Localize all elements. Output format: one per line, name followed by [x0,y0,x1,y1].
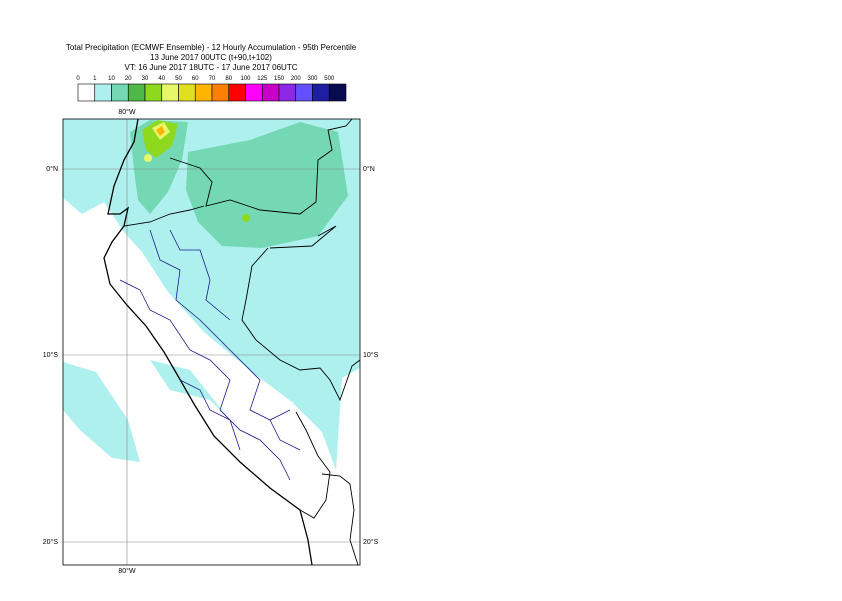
lat-label: 0°N [46,165,58,173]
border [123,205,361,402]
valid-time: VT: 16 June 2017 18UTC - 17 June 2017 06… [125,63,298,72]
lat-label: 0°N [363,165,375,173]
legend-label: 200 [291,76,302,82]
legend-label: 30 [142,76,149,82]
coastline [103,118,313,566]
legend-label: 40 [158,76,165,82]
legend: 0 1 10 20 30 40 50 60 70 80 100 125 150 200 300 500 [76,76,347,102]
legend-swatch [312,83,330,102]
lat-label: 10°S [43,351,59,359]
legend-label: 300 [307,76,318,82]
legend-swatch [278,83,297,102]
precip-area [130,120,188,214]
legend-label: 1 [93,76,97,82]
admin-border [119,229,301,481]
legend-swatch [211,83,230,102]
precip-area [242,214,250,222]
legend-swatch [245,83,263,102]
legend-swatch [261,83,280,102]
precip-area [186,122,348,248]
lon-label: 80°W [118,567,136,575]
legend-label: 80 [225,76,232,82]
legend-label: 0 [76,76,80,82]
precip-area [144,154,152,162]
legend-label: 100 [240,76,251,82]
border [295,411,359,566]
legend-label: 60 [192,76,199,82]
legend-swatch [228,83,246,102]
map-frame [62,118,361,566]
legend-swatch [127,83,146,102]
legend-label: 125 [257,76,268,82]
legend-label: 150 [274,76,285,82]
map: 80°W 80°W 0°N 0°N 10°S 10°S 20°S 20°S [43,108,379,575]
legend-swatch [161,83,179,102]
border [169,118,353,215]
legend-label: 500 [324,76,335,82]
legend-swatch [178,83,196,102]
subtitle: 13 June 2017 00UTC (t+90,t+102) [150,53,272,62]
precip-area [156,126,165,136]
precip-area [63,362,140,462]
title: Total Precipitation (ECMWF Ensemble) - 1… [66,43,357,52]
legend-swatch [194,83,213,102]
legend-swatch [77,83,96,102]
legend-swatch [94,83,112,102]
legend-label: 70 [209,76,216,82]
lat-label: 20°S [363,538,379,546]
legend-label: 50 [175,76,182,82]
lat-label: 20°S [43,538,59,546]
lon-label: 80°W [118,108,136,116]
legend-swatch [144,83,163,102]
precip-area [150,360,230,420]
legend-swatch [328,83,347,102]
legend-label: 10 [108,76,115,82]
legend-label: 20 [125,76,132,82]
legend-swatch [111,83,129,102]
legend-swatch [295,83,313,102]
lat-label: 10°S [363,351,379,359]
